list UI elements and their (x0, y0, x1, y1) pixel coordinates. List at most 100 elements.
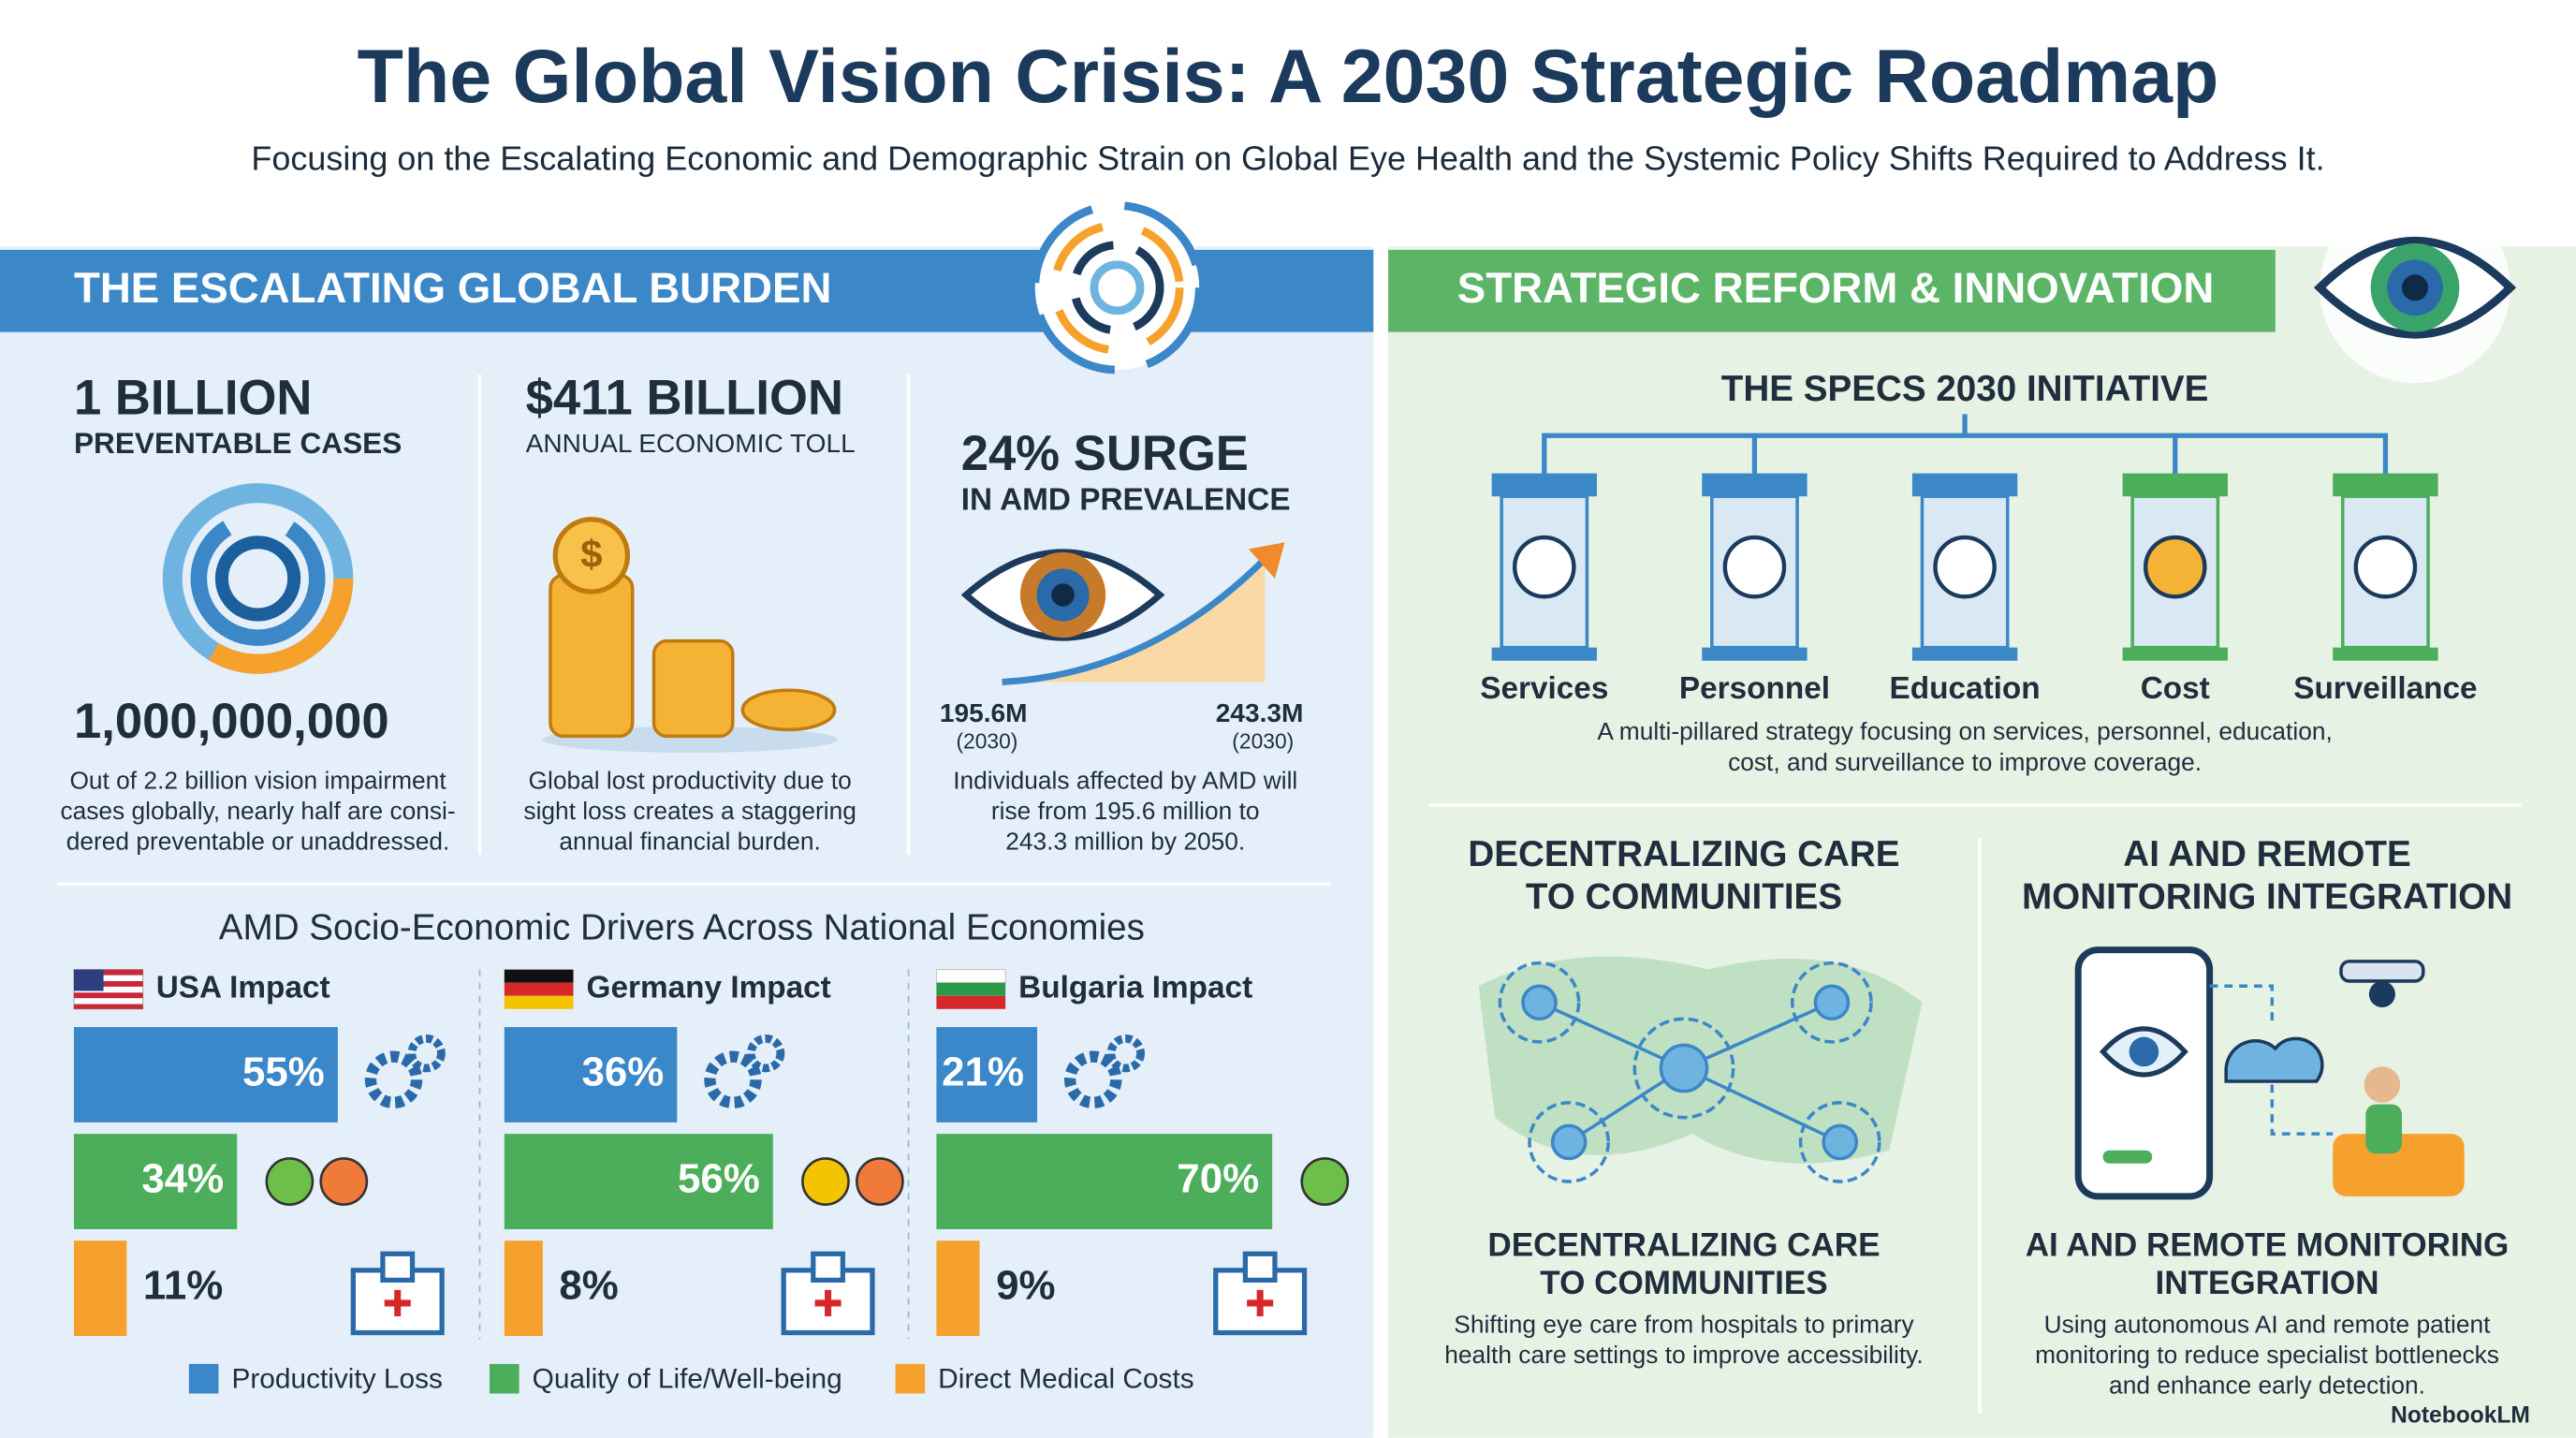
connector (1542, 414, 2389, 477)
feature-description: Shifting eye care from hospitals to prim… (1454, 1310, 1914, 1338)
pillar-base (1911, 647, 2018, 661)
feature-caption: DECENTRALIZING CARE (1487, 1227, 1880, 1264)
face-icon (265, 1157, 315, 1206)
hospital-icon (380, 1251, 416, 1283)
stat-description: sight loss creates a staggering (523, 797, 856, 825)
drivers-title: AMD Socio-Economic Drivers Across Nation… (219, 908, 1145, 948)
stat-headline: $411 BILLION (526, 370, 843, 425)
country-name: USA Impact (156, 971, 330, 1005)
pillar-base (1491, 647, 1597, 661)
stat-description: Out of 2.2 billion vision impairment (69, 767, 446, 795)
legend-swatch (188, 1363, 219, 1394)
country-name: Bulgaria Impact (1018, 971, 1252, 1005)
feature-description: Using autonomous AI and remote patient (2044, 1310, 2492, 1338)
start-value: 195.6M (940, 698, 1028, 727)
bar-value-label: 70% (1177, 1156, 1259, 1202)
specs-description: A multi-pillared strategy focusing on se… (1597, 717, 2332, 745)
footer-brand: NotebookLM (2391, 1403, 2530, 1429)
face-icon (319, 1157, 369, 1206)
feature-heading: MONITORING INTEGRATION (2022, 876, 2512, 917)
bar-group: 55% 34% 11% 36% 56% 8% 21% 70% 9% (73, 1027, 1273, 1337)
specs-title: THE SPECS 2030 INITIATIVE (1721, 369, 2209, 409)
bar (73, 1134, 238, 1229)
feature-description: and enhance early detection. (2109, 1371, 2425, 1399)
right-header-band (1388, 249, 2276, 332)
stat-description: 243.3 million by 2050. (1005, 827, 1245, 855)
bar-value-label: 36% (581, 1049, 664, 1095)
bar-value-label: 34% (141, 1156, 224, 1202)
legend-label: Quality of Life/Well-being (533, 1363, 842, 1394)
subtitle: Focusing on the Escalating Economic and … (251, 139, 2324, 178)
legend-swatch (895, 1363, 926, 1394)
pillar-base (2122, 647, 2228, 661)
title: The Global Vision Crisis: A 2030 Strateg… (358, 35, 2219, 119)
pillar-base (2333, 647, 2438, 661)
pillar-cap (1911, 473, 2018, 497)
bar (73, 1240, 127, 1337)
flag-germany (504, 969, 574, 1009)
stat-description: Individuals affected by AMD will (953, 767, 1297, 795)
country-name: Germany Impact (587, 971, 831, 1005)
face-icon (1300, 1157, 1350, 1206)
section-heading: STRATEGIC REFORM & INNOVATION (1457, 264, 2215, 312)
feature-heading: AI AND REMOTE (2123, 834, 2410, 874)
svg-text:$: $ (580, 532, 602, 576)
decor-rings (1031, 201, 1204, 374)
gear-icon (407, 1034, 446, 1073)
pillar-emblem (1722, 535, 1787, 599)
stat-headline: 24% SURGE (961, 426, 1249, 481)
bar (936, 1027, 1038, 1123)
network-map-icon (1478, 956, 1923, 1183)
pillar-cap (1491, 473, 1597, 497)
hospital-icon (384, 1289, 411, 1316)
feature-heading: TO COMMUNITIES (1526, 876, 1842, 917)
feature-caption: AI AND REMOTE MONITORING (2026, 1227, 2510, 1264)
stat-subhead: IN AMD PREVALENCE (961, 482, 1291, 517)
hospital-icon (811, 1251, 845, 1283)
feature-caption: INTEGRATION (2155, 1265, 2378, 1301)
bar (73, 1027, 338, 1123)
stat-subhead: PREVENTABLE CASES (74, 426, 402, 460)
legend-swatch (490, 1363, 520, 1394)
face-icon (801, 1157, 850, 1206)
bar (936, 1134, 1273, 1229)
stat-headline: 1 BILLION (74, 370, 312, 425)
left-panel (0, 246, 1374, 1438)
pillar-label: Services (1480, 671, 1608, 706)
right-panel (1388, 246, 2576, 1438)
section-heading: THE ESCALATING GLOBAL BURDEN (74, 264, 831, 312)
stat-subhead: ANNUAL ECONOMIC TOLL (526, 429, 856, 458)
pillar-emblem (2353, 535, 2418, 599)
end-value: 243.3M (1216, 698, 1304, 727)
legend-label: Productivity Loss (231, 1363, 442, 1394)
feature-description: health care settings to improve accessib… (1444, 1341, 1923, 1369)
bar (504, 1027, 678, 1123)
specs-description: cost, and surveillance to improve covera… (1728, 748, 2202, 776)
stat-description: annual financial burden. (559, 827, 820, 855)
bar (504, 1240, 543, 1337)
flag-bulgaria (935, 969, 1006, 1009)
pillar-label: Cost (2141, 671, 2210, 706)
stat-description: dered preventable or unaddressed. (66, 827, 450, 855)
coins-icon: $ (542, 517, 839, 753)
start-year: (2030) (956, 728, 1017, 753)
pillar-label: Surveillance (2293, 671, 2477, 706)
bar-value-label: 21% (942, 1049, 1024, 1095)
gear-icon (746, 1034, 785, 1073)
donut-icon (162, 483, 354, 674)
pillar-emblem (1513, 535, 1576, 599)
pillars: Services Personnel Education Cost Surveillan… (1480, 414, 2478, 706)
bar (504, 1134, 773, 1229)
stat-description: Global lost productivity due to (529, 767, 852, 795)
bar-value-label: 8% (559, 1263, 618, 1309)
ai-monitoring-icon (2074, 946, 2465, 1200)
bar-value-label: 55% (242, 1049, 325, 1095)
pillar-cap (1702, 473, 1808, 497)
bar-value-label: 56% (678, 1156, 760, 1202)
pillar-label: Personnel (1679, 671, 1830, 706)
feature-caption: TO COMMUNITIES (1540, 1265, 1827, 1301)
pillar-emblem (2143, 535, 2207, 599)
bar-value-label: 9% (996, 1263, 1055, 1309)
